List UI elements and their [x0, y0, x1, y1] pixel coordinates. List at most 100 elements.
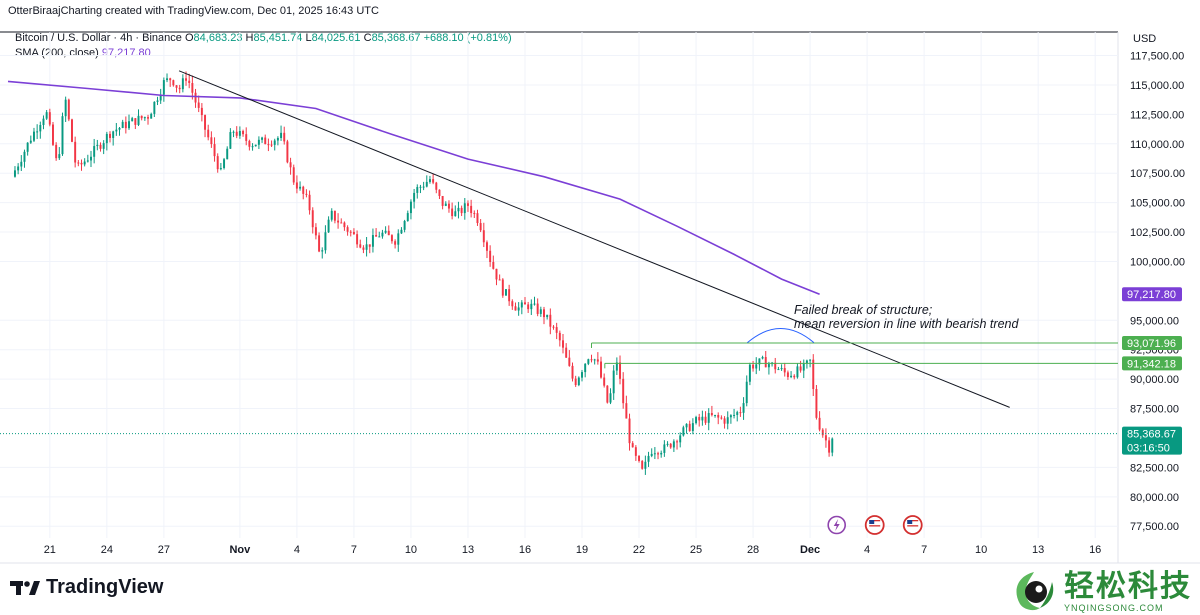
candle-body [58, 154, 61, 159]
candle-body [235, 131, 238, 136]
candle-body [558, 332, 561, 341]
candle-body [606, 385, 609, 403]
candle-body [447, 203, 450, 209]
level-badge-lower-bg[interactable] [1122, 356, 1182, 371]
candle-body [181, 78, 184, 90]
candle-series [13, 71, 834, 475]
candle-body [80, 162, 83, 165]
candle-body [451, 208, 454, 217]
candle-body [685, 423, 688, 428]
candle-body [175, 85, 178, 88]
candle-body [672, 441, 675, 448]
candle-body [229, 132, 232, 149]
candle-body [378, 236, 381, 238]
candle-body [71, 119, 73, 142]
candle-body [539, 309, 542, 314]
candle-body [546, 314, 549, 318]
candle-body [805, 360, 808, 364]
candle-body [457, 207, 460, 212]
candle-body [324, 232, 327, 251]
candle-body [634, 447, 637, 456]
x-tick-label: 10 [405, 544, 417, 556]
candle-body [568, 357, 571, 366]
candle-body [226, 148, 229, 160]
candle-body [717, 414, 720, 418]
candle-body [574, 378, 577, 386]
candle-body [555, 327, 558, 333]
candle-body [299, 186, 302, 189]
bearish-trendline[interactable] [178, 70, 1010, 408]
us-flag-event-icon[interactable] [864, 515, 885, 535]
candle-body [118, 127, 121, 130]
y-tick-label: 87,500.00 [1130, 404, 1179, 416]
candle-body [603, 377, 606, 386]
candle-body [311, 210, 314, 228]
candle-body [581, 372, 583, 378]
candle-body [280, 132, 283, 138]
sma-badge: 97,217.80 [1127, 289, 1176, 301]
last-price-badge: 85,368.67 [1127, 429, 1176, 441]
candle-body [384, 230, 387, 233]
x-tick-label: 10 [975, 544, 987, 556]
brand-name-cn: 轻松科技 [1064, 570, 1192, 603]
candle-body [169, 78, 172, 81]
candle-body [533, 303, 536, 305]
tradingview-logo[interactable]: TradingView [10, 576, 163, 599]
candle-body [485, 242, 488, 251]
candle-body [213, 144, 216, 157]
candle-body [444, 203, 447, 206]
candle-body [153, 101, 156, 114]
candle-body [682, 427, 685, 436]
brand-name-en: YNQINGSONG.COM [1064, 603, 1164, 613]
candle-body [406, 213, 409, 221]
sma-200-line[interactable] [7, 80, 820, 295]
sma-badge-bg[interactable] [1122, 287, 1182, 302]
candle-body [707, 413, 710, 423]
candle-body [121, 121, 124, 128]
candle-body [676, 441, 679, 443]
candle-body [761, 357, 764, 359]
candle-body [150, 113, 153, 119]
candle-body [257, 139, 260, 145]
candle-body [359, 244, 362, 248]
candle-body [403, 220, 406, 230]
candle-body [77, 162, 80, 164]
flag-ring [902, 515, 923, 535]
structure-arc[interactable] [747, 328, 815, 344]
candle-body [381, 232, 384, 237]
x-tick-label: 13 [462, 544, 474, 556]
symbol-name[interactable]: Bitcoin / U.S. Dollar · 4h · Binance [15, 32, 182, 44]
candle-body [571, 365, 574, 379]
candle-body [96, 144, 99, 147]
level-badge-lower: 91,342.18 [1127, 358, 1176, 370]
candle-body [666, 443, 669, 445]
candle-body [270, 144, 273, 146]
flag-stripe [907, 525, 919, 527]
us-flag-event-icon[interactable] [902, 515, 923, 535]
candle-body [517, 307, 520, 311]
candle-body [748, 364, 751, 382]
candle-body [308, 194, 311, 211]
flag-ring [864, 515, 885, 535]
candle-body [333, 210, 336, 221]
brand-leaf-icon [1016, 572, 1054, 611]
candle-body [688, 423, 691, 431]
candle-body [432, 179, 435, 183]
candle-body [321, 250, 324, 252]
last-price-badge-bg[interactable] [1122, 426, 1182, 455]
lightning-event-icon[interactable] [827, 515, 846, 535]
candle-body [137, 115, 140, 125]
candle-body [653, 453, 656, 455]
candle-body [302, 186, 305, 194]
candle-body [17, 166, 20, 171]
candle-body [115, 129, 118, 132]
candle-body [790, 375, 793, 378]
candle-body [314, 227, 317, 236]
currency-label[interactable]: USD [1133, 33, 1156, 45]
candle-body [615, 362, 618, 371]
level-badge-upper-bg[interactable] [1122, 335, 1182, 350]
candle-body [669, 443, 672, 448]
ohlc-line: Bitcoin / U.S. Dollar · 4h · Binance O84… [15, 31, 512, 46]
x-tick-label: 22 [633, 544, 645, 556]
